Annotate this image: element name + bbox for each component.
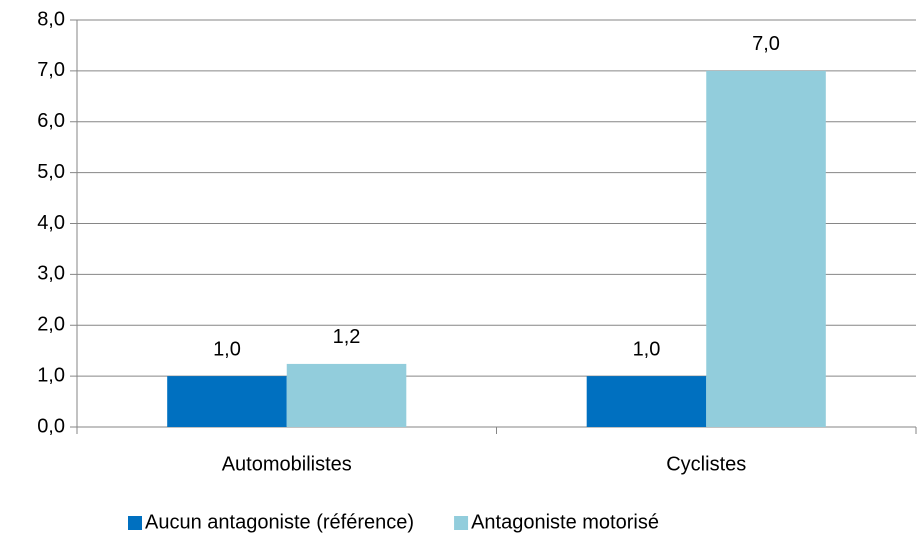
y-tick-label: 0,0 (37, 415, 65, 437)
data-label: 1,0 (633, 338, 661, 360)
y-tick-label: 2,0 (37, 314, 65, 336)
bar (286, 363, 407, 427)
y-tick-label: 4,0 (37, 212, 65, 234)
y-tick-label: 8,0 (37, 8, 65, 30)
bar (167, 376, 287, 427)
legend-label: Antagoniste motorisé (471, 511, 659, 533)
y-tick-label: 3,0 (37, 263, 65, 285)
bar (706, 70, 826, 427)
y-tick-label: 6,0 (37, 110, 65, 132)
y-tick-label: 1,0 (37, 364, 65, 386)
x-tick-label: Cyclistes (666, 453, 746, 475)
bar (586, 376, 707, 427)
legend-swatch (128, 516, 142, 530)
legend-swatch (454, 516, 469, 530)
data-label: 7,0 (752, 33, 780, 55)
x-tick-label: Automobilistes (222, 453, 352, 475)
data-label: 1,0 (213, 338, 241, 360)
y-tick-label: 5,0 (37, 161, 65, 183)
y-tick-label: 7,0 (37, 59, 65, 81)
data-label: 1,2 (333, 326, 361, 348)
legend-label: Aucun antagoniste (référence) (145, 511, 414, 533)
